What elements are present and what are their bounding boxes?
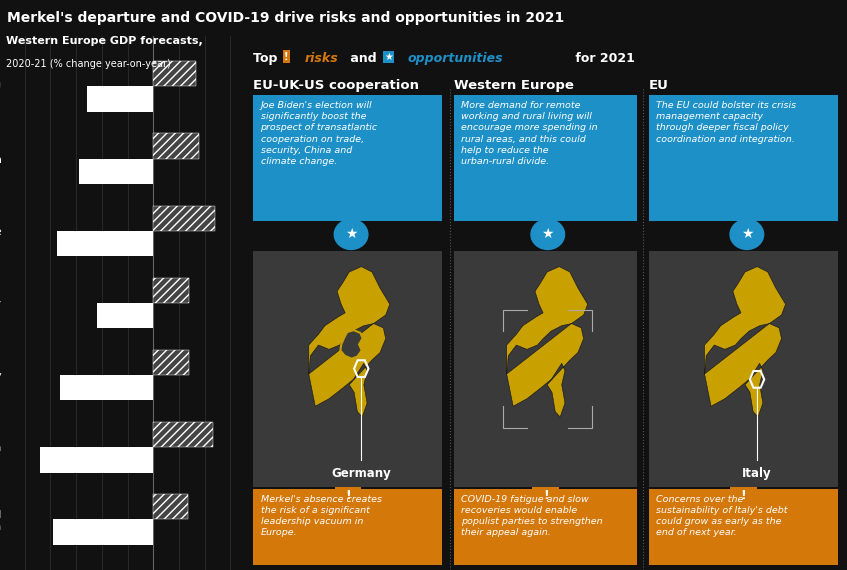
- Text: More demand for remote
working and rural living will
encourage more spending in
: More demand for remote working and rural…: [462, 101, 598, 166]
- Text: EU-UK-US cooperation: EU-UK-US cooperation: [253, 79, 419, 92]
- Polygon shape: [507, 267, 588, 417]
- FancyBboxPatch shape: [454, 490, 637, 565]
- Text: The EU could bolster its crisis
management capacity
through deeper fiscal policy: The EU could bolster its crisis manageme…: [656, 101, 796, 144]
- Bar: [53, 519, 153, 545]
- Text: Western Europe GDP forecasts,: Western Europe GDP forecasts,: [6, 36, 202, 46]
- FancyBboxPatch shape: [649, 95, 838, 221]
- Text: !: !: [740, 490, 746, 502]
- Polygon shape: [705, 267, 785, 417]
- FancyBboxPatch shape: [649, 490, 838, 565]
- Text: Merkel's absence creates
the risk of a significant
leadership vacuum in
Europe.: Merkel's absence creates the risk of a s…: [261, 495, 381, 537]
- Bar: [153, 422, 213, 447]
- Text: Merkel's departure and COVID-19 drive risks and opportunities in 2021: Merkel's departure and COVID-19 drive ri…: [7, 11, 564, 25]
- Circle shape: [531, 219, 565, 250]
- Text: EU: EU: [649, 79, 669, 92]
- Text: opportunities: opportunities: [408, 52, 504, 65]
- Bar: [80, 158, 153, 184]
- FancyBboxPatch shape: [533, 487, 559, 504]
- Bar: [40, 447, 153, 473]
- Polygon shape: [507, 267, 588, 417]
- Polygon shape: [309, 267, 390, 417]
- Text: Concerns over the
sustainability of Italy's debt
could grow as early as the
end : Concerns over the sustainability of Ital…: [656, 495, 788, 537]
- Text: COVID-19 fatigue and slow
recoveries would enable
populist parties to strengthen: COVID-19 fatigue and slow recoveries wou…: [462, 495, 603, 537]
- Text: Italy: Italy: [742, 467, 772, 480]
- FancyBboxPatch shape: [730, 487, 756, 504]
- Bar: [59, 375, 153, 400]
- Text: 2020-21 (% change year-on-year): 2020-21 (% change year-on-year): [6, 59, 171, 69]
- Text: ★: ★: [384, 52, 393, 62]
- Text: !: !: [345, 490, 351, 502]
- FancyBboxPatch shape: [253, 490, 442, 565]
- FancyBboxPatch shape: [253, 251, 442, 487]
- Circle shape: [335, 219, 368, 250]
- Text: ★: ★: [541, 227, 554, 242]
- Text: Joe Biden's election will
significantly boost the
prospect of transatlantic
coop: Joe Biden's election will significantly …: [261, 101, 378, 166]
- Circle shape: [730, 219, 764, 250]
- FancyBboxPatch shape: [335, 487, 361, 504]
- Text: Top: Top: [253, 52, 282, 65]
- Text: !: !: [284, 52, 289, 62]
- Text: ★: ★: [345, 227, 357, 242]
- Text: and: and: [346, 52, 381, 65]
- Text: Germany: Germany: [331, 467, 391, 480]
- Text: Western Europe: Western Europe: [454, 79, 574, 92]
- FancyBboxPatch shape: [649, 251, 838, 487]
- FancyBboxPatch shape: [454, 251, 637, 487]
- Bar: [153, 278, 189, 303]
- Bar: [97, 303, 153, 328]
- Polygon shape: [705, 267, 785, 417]
- Bar: [153, 133, 199, 158]
- Text: !: !: [543, 490, 549, 502]
- Text: for 2021: for 2021: [571, 52, 635, 65]
- FancyBboxPatch shape: [454, 95, 637, 221]
- Bar: [57, 231, 153, 256]
- Bar: [153, 206, 215, 231]
- Polygon shape: [340, 330, 363, 359]
- FancyBboxPatch shape: [253, 95, 442, 221]
- Text: ★: ★: [740, 227, 753, 242]
- Bar: [153, 350, 189, 375]
- Polygon shape: [309, 267, 390, 417]
- Bar: [153, 61, 197, 87]
- Text: risks: risks: [304, 52, 338, 65]
- Bar: [87, 87, 153, 112]
- Bar: [153, 494, 188, 519]
